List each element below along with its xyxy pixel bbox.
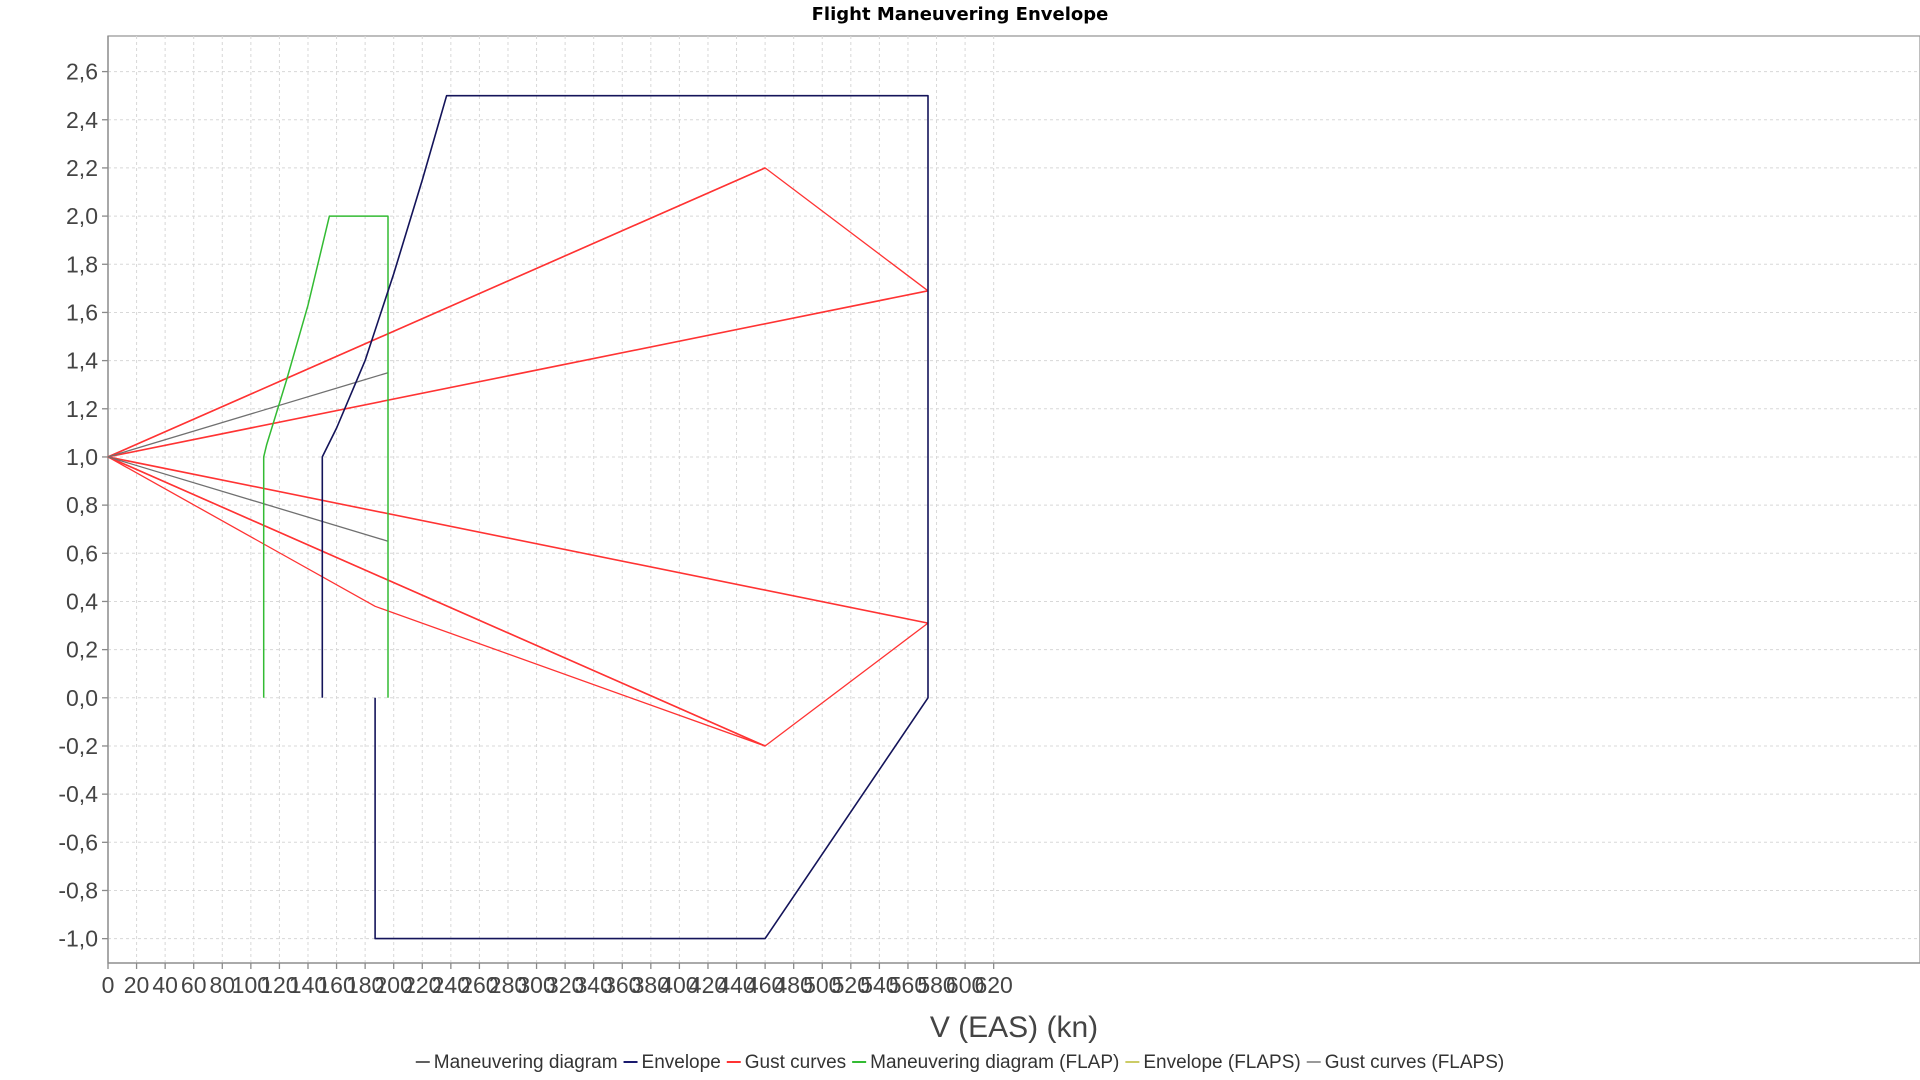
y-tick-label: 0,8 [66,492,98,518]
x-tick-label: 100 [232,972,270,998]
x-tick-label: 20 [124,972,150,998]
x-tick-label: 420 [689,972,727,998]
x-tick-label: 560 [889,972,927,998]
axes: 0 20 40 60 801001201401601802002202402602803… [58,36,1920,998]
x-tick-label: 40 [152,972,178,998]
x-tick-label: 380 [632,972,670,998]
x-tick-label: 320 [546,972,584,998]
legend-label: Envelope [642,1052,721,1073]
series-line-gust-curves-flaps [107,456,389,542]
y-tick-label: -0,4 [58,781,98,807]
x-tick-label: 520 [832,972,870,998]
y-tick-label: 2,6 [66,59,98,85]
series-line-gust-curves [107,290,929,458]
y-tick-label: 2,4 [66,107,98,133]
series-line-gust-curves-flaps [107,372,389,458]
series-line-envelope [321,94,929,940]
x-tick-label: 400 [660,972,698,998]
x-tick-label: 340 [575,972,613,998]
y-tick-label: 0,4 [66,588,98,614]
x-axis-label: V (EAS) (kn) [930,1011,1098,1044]
x-tick-label: 180 [346,972,384,998]
x-tick-label: 220 [403,972,441,998]
x-tick-label: 80 [209,972,235,998]
x-tick-label: 480 [774,972,812,998]
x-tick-label: 620 [974,972,1012,998]
legend: Maneuvering diagram Envelope Gust curves Ma… [415,1052,1505,1073]
y-tick-label: 1,8 [66,251,98,277]
legend-label: Maneuvering diagram [434,1052,618,1073]
x-tick-label: 440 [717,972,755,998]
x-tick-label: 500 [803,972,841,998]
x-tick-label: 540 [860,972,898,998]
x-tick-label: 140 [289,972,327,998]
x-tick-label: 160 [317,972,355,998]
series-lines [107,94,929,940]
y-tick-label: 1,6 [66,299,98,325]
x-tick-label: 0 [102,972,115,998]
series-line-gust-curves [107,456,766,747]
x-tick-label: 600 [946,972,984,998]
series-line-gust-curves [107,167,766,458]
series-line-gust-curves [107,456,766,747]
x-tick-label: 280 [489,972,527,998]
x-tick-label: 260 [460,972,498,998]
y-tick-label: 0,6 [66,540,98,566]
legend-label: Gust curves [745,1052,846,1073]
x-tick-label: 240 [432,972,470,998]
y-tick-label: 2,0 [66,203,98,229]
y-tick-label: 1,0 [66,444,98,470]
x-tick-label: 200 [375,972,413,998]
chart-title: Flight Maneuvering Envelope [812,4,1109,25]
x-tick-label: 60 [181,972,207,998]
legend-label: Maneuvering diagram (FLAP) [870,1052,1119,1073]
y-tick-label: 0,2 [66,637,98,663]
legend-label: Envelope (FLAPS) [1143,1052,1300,1073]
y-tick-label: 2,2 [66,155,98,181]
x-tick-label: 120 [260,972,298,998]
x-tick-label: 300 [517,972,555,998]
x-tick-label: 360 [603,972,641,998]
y-tick-label: -0,2 [58,733,98,759]
y-tick-label: -1,0 [58,926,98,952]
grid-lines [108,36,1920,963]
series-line-maneuvering-diagram-flap [262,215,389,698]
legend-label: Gust curves (FLAPS) [1325,1052,1505,1073]
x-tick-label: 460 [746,972,784,998]
plot-area [107,35,1920,964]
y-tick-label: -0,8 [58,877,98,903]
series-line-gust-curves [107,456,929,624]
x-tick-label: 580 [917,972,955,998]
y-tick-label: -0,6 [58,829,98,855]
y-tick-label: 1,2 [66,396,98,422]
y-tick-label: 0,0 [66,685,98,711]
y-tick-label: 1,4 [66,348,98,374]
